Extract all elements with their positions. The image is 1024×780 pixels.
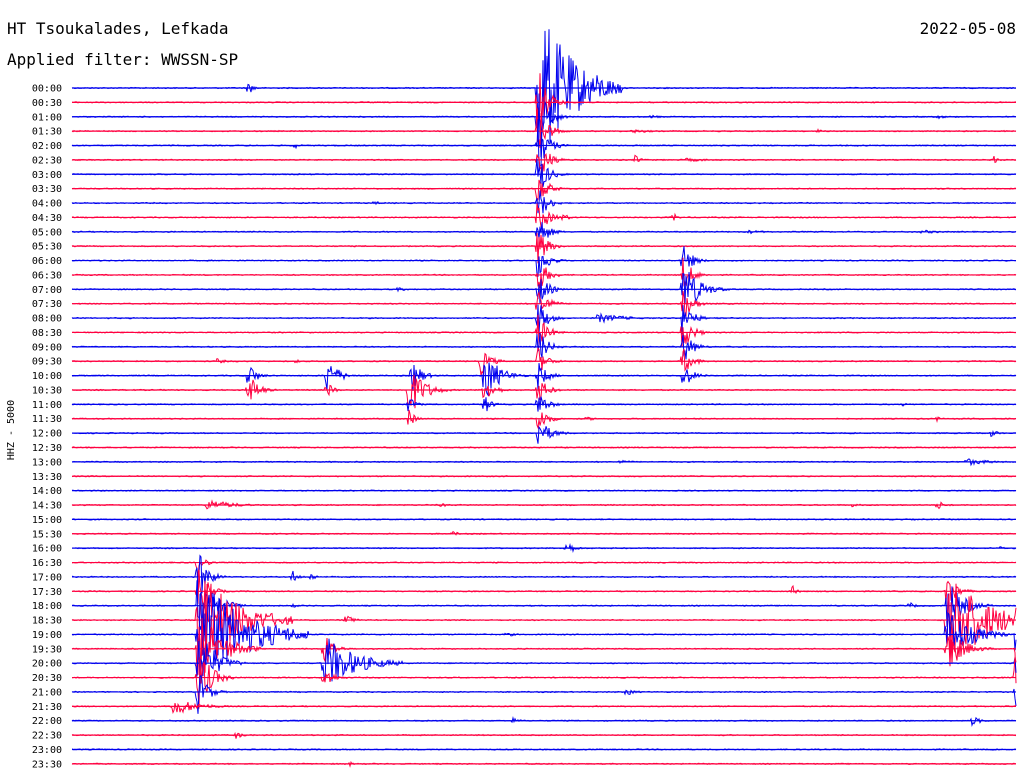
time-tick-label: 18:00 — [32, 601, 62, 612]
time-tick-label: 14:30 — [32, 501, 62, 512]
seismic-trace-line — [71, 203, 1017, 228]
time-tick-label: 17:30 — [32, 587, 62, 598]
seismic-trace-line — [71, 554, 1017, 594]
time-tick-label: 10:30 — [32, 385, 62, 396]
time-tick-label: 07:30 — [32, 299, 62, 310]
time-tick-label: 04:30 — [32, 213, 62, 224]
time-tick-label: 09:00 — [32, 342, 62, 353]
time-tick-label: 18:30 — [32, 616, 62, 627]
time-tick-label: 14:00 — [32, 486, 62, 497]
time-tick-label: 13:30 — [32, 472, 62, 483]
time-tick-label: 20:30 — [32, 673, 62, 684]
time-tick-label: 16:30 — [32, 558, 62, 569]
filter-label: Applied filter: WWSSN-SP — [7, 50, 239, 69]
time-tick-label: 16:00 — [32, 544, 62, 555]
seismic-trace-line — [71, 158, 1017, 187]
time-tick-label: 00:00 — [32, 84, 62, 95]
time-tick-label: 10:00 — [32, 371, 62, 382]
seismic-trace-line — [71, 731, 1017, 739]
time-tick-label: 06:30 — [32, 270, 62, 281]
time-tick-label: 19:00 — [32, 630, 62, 641]
time-tick-label: 12:00 — [32, 429, 62, 440]
seismic-trace-line — [71, 29, 1017, 158]
station-title: HT Tsoukalades, Lefkada — [7, 19, 229, 38]
time-tick-label: 00:30 — [32, 98, 62, 109]
time-tick-label: 23:30 — [32, 759, 62, 770]
time-tick-label: 02:00 — [32, 141, 62, 152]
seismic-trace-line — [72, 425, 1017, 444]
time-tick-label: 02:30 — [32, 155, 62, 166]
time-tick-label: 17:00 — [32, 572, 62, 583]
time-tick-label: 03:30 — [32, 184, 62, 195]
time-tick-label: 06:00 — [32, 256, 62, 267]
time-tick-label: 21:00 — [32, 687, 62, 698]
seismic-trace-line — [71, 702, 1016, 715]
time-tick-label: 13:00 — [32, 457, 62, 468]
seismic-trace-line — [71, 222, 1017, 239]
time-tick-label: 19:30 — [32, 644, 62, 655]
time-tick-label: 08:30 — [32, 328, 62, 339]
time-tick-label: 07:00 — [32, 285, 62, 296]
time-tick-label: 09:30 — [32, 357, 62, 368]
time-tick-label: 01:00 — [32, 112, 62, 123]
time-tick-label: 22:00 — [32, 716, 62, 727]
seismic-trace-line — [71, 716, 1017, 728]
time-tick-label: 01:30 — [32, 127, 62, 138]
time-tick-label: 04:00 — [32, 199, 62, 210]
date-label: 2022-05-08 — [919, 19, 1016, 38]
seismic-trace-line — [71, 233, 1017, 264]
time-tick-label: 05:30 — [32, 242, 62, 253]
time-tick-label: 05:00 — [32, 227, 62, 238]
seismic-trace-line — [71, 638, 1017, 692]
time-tick-label: 21:30 — [32, 702, 62, 713]
time-tick-label: 22:30 — [32, 731, 62, 742]
time-tick-label: 20:00 — [32, 659, 62, 670]
time-tick-label: 23:00 — [32, 745, 62, 756]
time-tick-label: 03:00 — [32, 170, 62, 181]
seismic-trace-line — [71, 190, 1017, 214]
time-tick-label: 12:30 — [32, 443, 62, 454]
time-tick-label: 15:00 — [32, 515, 62, 526]
time-tick-label: 08:00 — [32, 314, 62, 325]
seismic-trace-line — [71, 674, 1017, 714]
time-tick-label: 15:30 — [32, 529, 62, 540]
time-tick-label: 11:00 — [32, 400, 62, 411]
seismic-trace-line — [71, 272, 1017, 305]
time-tick-label: 11:30 — [32, 414, 62, 425]
